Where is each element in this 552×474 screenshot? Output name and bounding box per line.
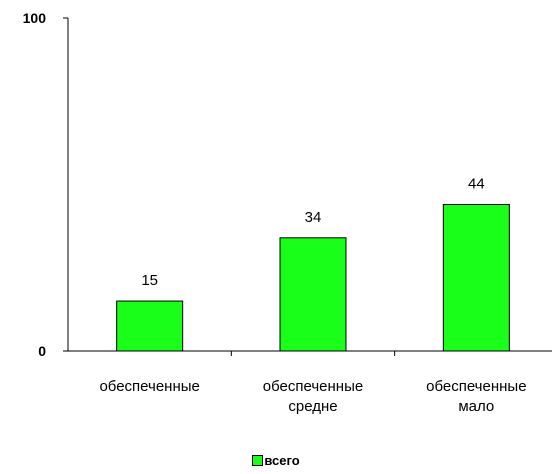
bars — [116, 203, 510, 352]
x-tick-label: обеспеченные мало — [426, 378, 526, 415]
bar — [116, 300, 184, 352]
x-tick-label-line: обеспеченные — [99, 378, 199, 395]
data-label: 44 — [468, 175, 485, 192]
x-tick-label-line: обеспеченные — [263, 378, 363, 395]
data-label: 15 — [141, 272, 158, 289]
x-tick-label: обеспеченные средне — [263, 378, 363, 415]
legend: всего — [0, 453, 552, 468]
legend-swatch — [252, 455, 264, 467]
x-tick-label-line: средне — [288, 398, 337, 415]
y-tick-label: 100 — [23, 10, 47, 26]
bar — [442, 203, 510, 352]
labels: 15 обеспеченные 34 обеспеченные средне 44 обес… — [99, 175, 526, 415]
x-tick-label: обеспеченные — [99, 378, 199, 395]
legend-label: всего — [264, 453, 300, 468]
x-tick-label-line: мало — [458, 398, 494, 415]
data-label: 34 — [305, 209, 322, 226]
x-tick-label-line: обеспеченные — [426, 378, 526, 395]
y-tick-label: 0 — [38, 343, 46, 359]
bar — [279, 237, 347, 352]
